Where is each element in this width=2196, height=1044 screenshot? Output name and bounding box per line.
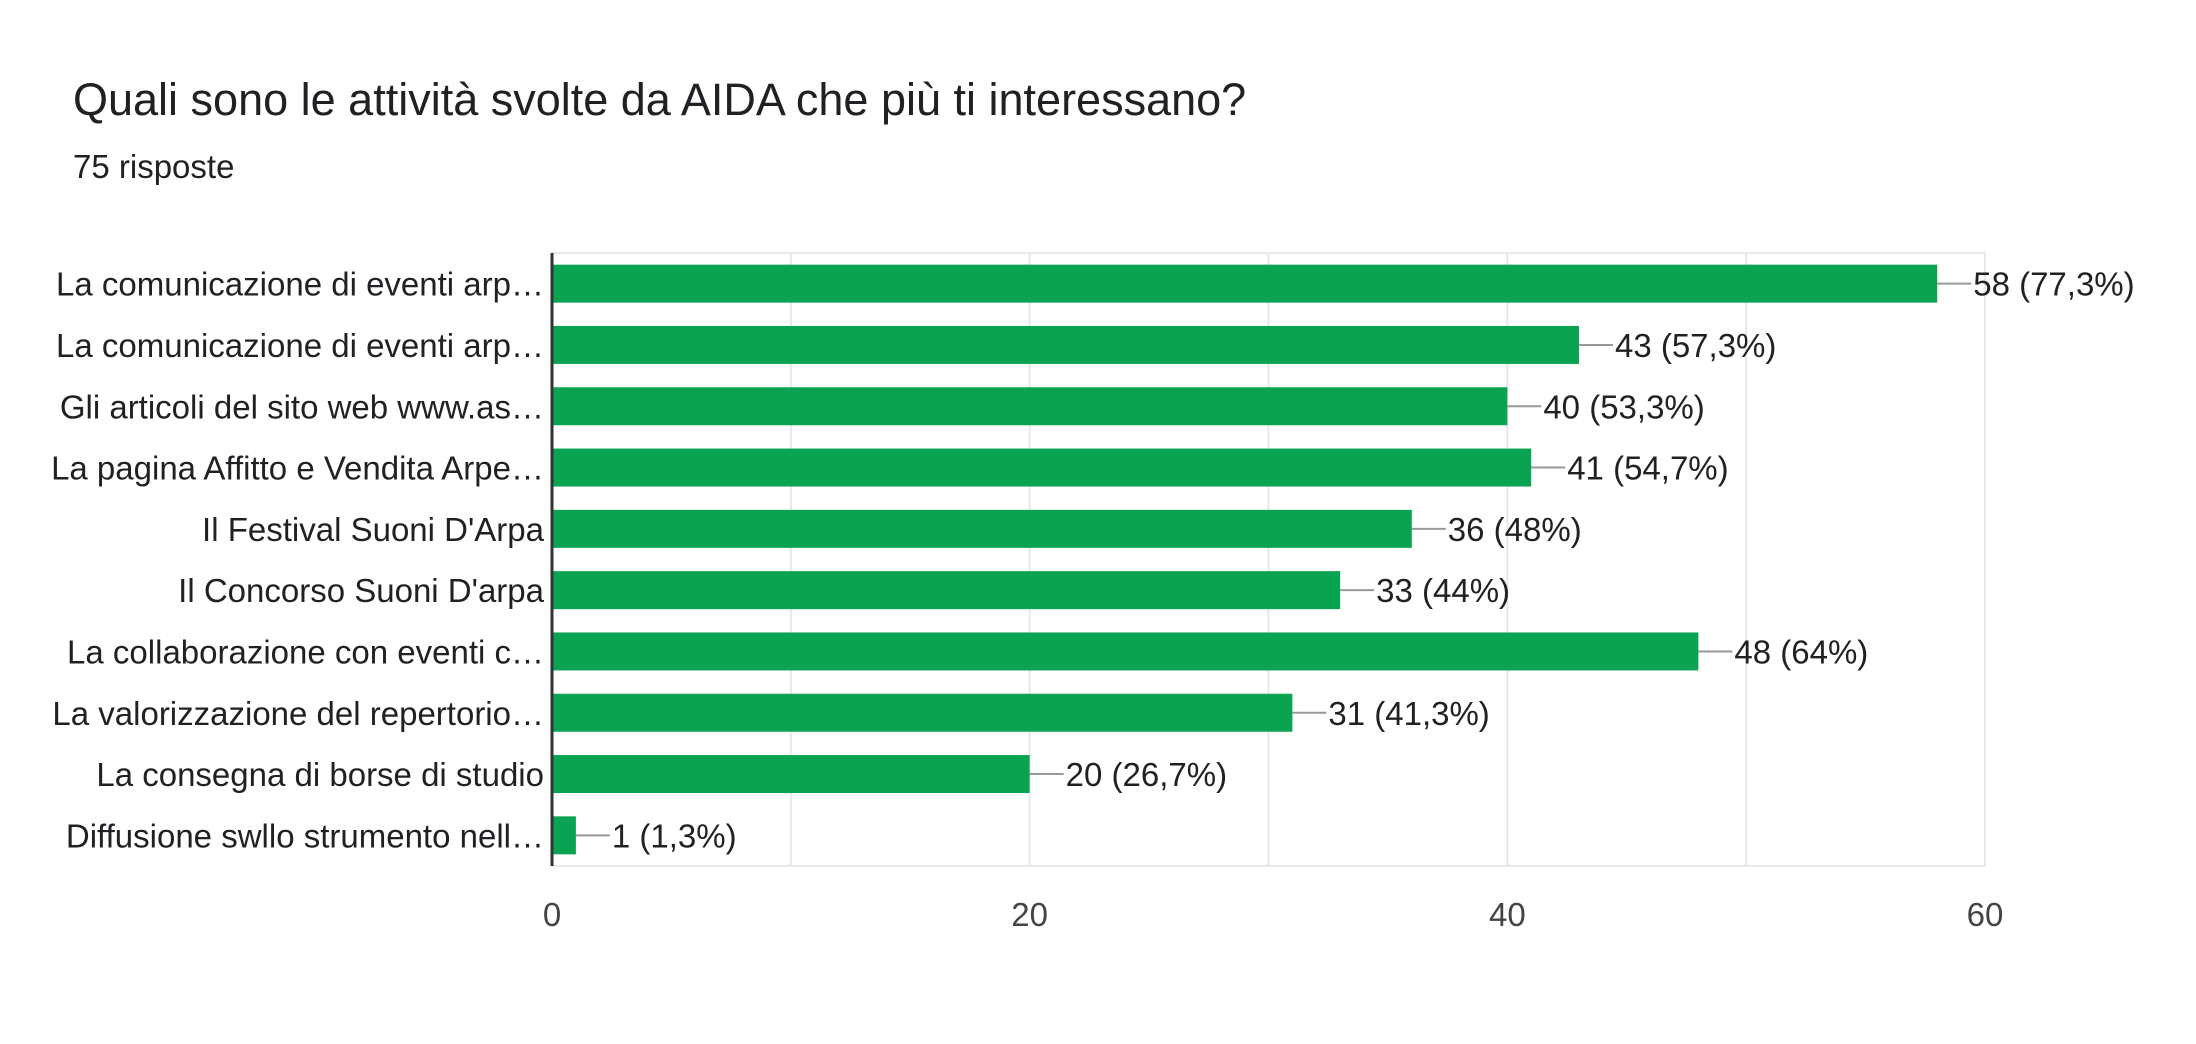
grid-lines	[552, 252, 1986, 867]
category-label: La collaborazione con eventi c…	[67, 633, 544, 670]
x-tick-label: 60	[1967, 896, 2004, 933]
x-tick-label: 20	[1011, 896, 1048, 933]
value-label: 41 (54,7%)	[1567, 450, 1728, 487]
value-label: 40 (53,3%)	[1543, 388, 1704, 425]
bar	[552, 693, 1293, 732]
category-label: La comunicazione di eventi arp…	[56, 266, 544, 303]
bar	[552, 571, 1341, 610]
bar	[552, 632, 1699, 671]
response-count: 75 risposte	[73, 148, 235, 185]
bar	[552, 264, 1938, 303]
category-label: La consegna di borse di studio	[96, 756, 544, 793]
category-label: Diffusione swllo strumento nell…	[66, 817, 544, 854]
bar	[552, 816, 576, 855]
value-label: 48 (64%)	[1734, 633, 1868, 670]
bars	[552, 264, 1938, 855]
value-label: 31 (41,3%)	[1328, 695, 1489, 732]
labels: 58 (77,3%) La comunicazione di eventi arp…	[51, 266, 2135, 933]
category-label: Il Concorso Suoni D'arpa	[178, 572, 544, 609]
x-tick-label: 40	[1489, 896, 1526, 933]
x-tick-label: 0	[543, 896, 561, 933]
category-label: La pagina Affitto e Vendita Arpe…	[51, 450, 544, 487]
value-label: 1 (1,3%)	[612, 817, 737, 854]
bar	[552, 325, 1579, 364]
category-label: Il Festival Suoni D'Arpa	[202, 511, 545, 548]
category-label: Gli articoli del sito web www.as…	[60, 388, 544, 425]
value-label: 20 (26,7%)	[1066, 756, 1227, 793]
category-label: La comunicazione di eventi arp…	[56, 327, 544, 364]
chart-title: Quali sono le attività svolte da AIDA ch…	[73, 74, 1247, 125]
value-label: 43 (57,3%)	[1615, 327, 1776, 364]
bar	[552, 448, 1532, 487]
bar	[552, 387, 1508, 426]
axes	[550, 253, 1972, 866]
bar	[552, 509, 1412, 548]
category-label: La valorizzazione del repertorio…	[52, 695, 544, 732]
bar	[552, 755, 1030, 794]
value-label: 58 (77,3%)	[1973, 266, 2134, 303]
value-label: 36 (48%)	[1448, 511, 1582, 548]
value-label: 33 (44%)	[1376, 572, 1510, 609]
